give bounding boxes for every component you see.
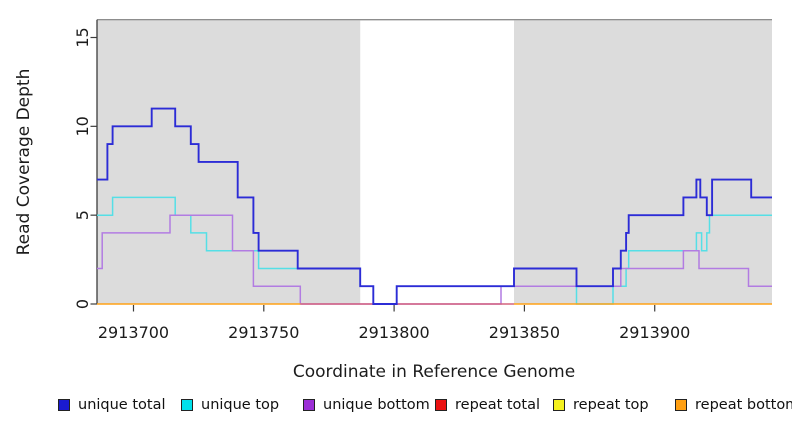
legend-swatch-repeat-bottom <box>675 399 687 411</box>
legend: unique total unique top unique bottom re… <box>0 395 792 417</box>
y-tick-label: 5 <box>73 210 92 220</box>
legend-swatch-repeat-top <box>553 399 565 411</box>
legend-label-repeat-bottom: repeat bottom <box>695 397 792 413</box>
legend-item-repeat-total: repeat total <box>435 395 540 415</box>
legend-swatch-repeat-total <box>435 399 447 411</box>
x-tick-label: 2913700 <box>98 323 169 342</box>
legend-label-repeat-total: repeat total <box>455 397 541 413</box>
series-layer <box>97 107 772 305</box>
legend-label-unique-top: unique top <box>201 397 280 413</box>
legend-item-unique-bottom: unique bottom <box>303 395 430 415</box>
x-tick-label: 2913750 <box>228 323 299 342</box>
legend-swatch-unique-bottom <box>303 399 315 411</box>
legend-label-unique-bottom: unique bottom <box>323 397 430 413</box>
legend-item-repeat-top: repeat top <box>553 395 649 415</box>
x-axis-title: Coordinate in Reference Genome <box>293 362 575 382</box>
alignment-region <box>513 20 772 305</box>
y-tick-label: 0 <box>73 299 92 309</box>
y-tick-label: 15 <box>73 27 92 47</box>
x-tick-label: 2913900 <box>619 323 690 342</box>
x-tick-label: 2913850 <box>489 323 560 342</box>
legend-swatch-unique-total <box>58 399 70 411</box>
legend-label-unique-total: unique total <box>78 397 166 413</box>
legend-item-unique-top: unique top <box>181 395 279 415</box>
axes-layer: 0 5 10 15 2913700 2913750 2913800 2913850 291390… <box>73 19 690 342</box>
x-tick-label: 2913800 <box>358 323 429 342</box>
y-tick-label: 10 <box>73 116 92 136</box>
legend-item-repeat-bottom: repeat bottom <box>675 395 792 415</box>
legend-swatch-unique-top <box>181 399 193 411</box>
legend-label-repeat-top: repeat top <box>573 397 649 413</box>
alignment-regions-layer <box>97 19 772 305</box>
y-axis-title: Read Coverage Depth <box>14 69 34 256</box>
legend-item-unique-total: unique total <box>58 395 166 415</box>
series-unique-total <box>97 107 772 305</box>
